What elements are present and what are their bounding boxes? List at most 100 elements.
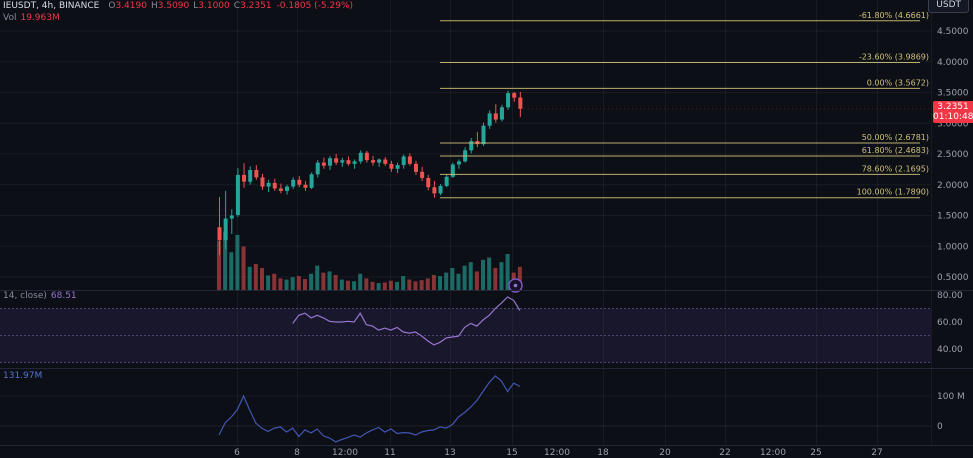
volume-bar xyxy=(413,281,418,290)
candle-body xyxy=(285,186,290,191)
volume-bar xyxy=(493,267,498,290)
candle-body xyxy=(395,165,400,169)
rsi-legend: 14, close) 68.51 xyxy=(3,291,77,301)
candle xyxy=(450,162,455,178)
price-tick-label: 1.0000 xyxy=(937,242,969,252)
candles xyxy=(217,90,523,255)
high-value: 3.5090 xyxy=(157,1,190,11)
candle xyxy=(481,122,486,147)
candle-body xyxy=(242,174,247,182)
volume-bar xyxy=(499,262,504,290)
candle-body xyxy=(450,164,455,177)
candle xyxy=(309,172,314,190)
time-tick-label: 27 xyxy=(871,448,882,458)
candle-body xyxy=(383,159,388,164)
volume-bar xyxy=(395,281,400,290)
volume-tick-label: 0 xyxy=(937,422,943,432)
volume-bar xyxy=(315,265,320,290)
price-tick-label: 4.0000 xyxy=(937,58,969,68)
volume-bar xyxy=(382,282,387,290)
time-axis[interactable]: 6 8 12:00 11 13 15 12:00 18 20 22 12:00 25 27 xyxy=(234,448,883,458)
time-tick-label: 8 xyxy=(294,448,300,458)
volume-bar xyxy=(450,267,455,290)
fib-level-label: 78.60% (2.1695) xyxy=(862,164,929,173)
fib-retracement: -61.80% (4.6661) -23.60% (3.9869) 0.00% (3… xyxy=(440,11,929,199)
candle-body xyxy=(254,169,259,178)
volume-bar xyxy=(241,246,246,290)
time-tick-label: 12:00 xyxy=(332,448,358,458)
candle xyxy=(463,147,468,163)
volume-bar xyxy=(345,280,350,290)
candle xyxy=(278,183,283,194)
candle-body xyxy=(340,160,345,163)
candle-body xyxy=(407,156,412,164)
currency-toggle-button[interactable]: USDT xyxy=(928,0,969,13)
candle-body xyxy=(352,161,357,164)
obv-line xyxy=(218,375,521,443)
candle-body xyxy=(487,113,492,126)
candle xyxy=(420,166,425,182)
candle xyxy=(469,138,474,154)
candle-body xyxy=(493,113,498,120)
volume-bar xyxy=(444,272,449,290)
candle-body xyxy=(328,158,333,166)
candle xyxy=(340,157,345,167)
candle xyxy=(217,197,222,255)
fib-level-label: 50.00% (2.6781) xyxy=(862,133,929,142)
volume-bar xyxy=(253,263,258,290)
volume-bar xyxy=(217,240,221,290)
candle-body xyxy=(315,162,320,175)
candle xyxy=(487,110,492,129)
candle xyxy=(248,166,253,185)
low-label: L xyxy=(193,1,199,11)
candle-body xyxy=(456,161,461,165)
time-tick-label: 25 xyxy=(810,448,821,458)
candle-body xyxy=(358,152,363,162)
candle-body xyxy=(235,174,240,215)
rsi-value: 68.51 xyxy=(50,291,77,301)
candle-body xyxy=(278,188,283,191)
volume-bar xyxy=(352,281,357,290)
candle-body xyxy=(469,141,474,151)
candle xyxy=(432,181,437,198)
candle xyxy=(444,174,449,188)
candle xyxy=(254,165,259,180)
candle xyxy=(389,160,394,172)
time-tick-label: 22 xyxy=(719,448,730,458)
candle-body xyxy=(229,215,234,219)
candle xyxy=(328,155,333,170)
candle xyxy=(242,163,247,188)
price-axis[interactable]: 4.5000 4.0000 3.5000 3.0000 2.5000 2.0000 1.50… xyxy=(937,27,969,432)
candle-body xyxy=(438,185,443,194)
price-tick-label: 2.5000 xyxy=(937,150,969,160)
candle xyxy=(321,157,326,169)
candle-body xyxy=(217,227,222,241)
volume-bar xyxy=(290,277,295,290)
rsi-tick-label: 40.00 xyxy=(937,345,963,355)
volume-tick-label: 100 M xyxy=(937,392,965,402)
volume-ma-legend: Vol 19.963M xyxy=(3,13,60,23)
fib-level-label: -23.60% (3.9869) xyxy=(859,53,929,62)
symbol-legend: IEUSDT, 4h, BINANCE O3.4190 H3.5090 L3.1000… xyxy=(3,1,353,11)
candle-body xyxy=(512,93,517,98)
price-tick-label: 0.5000 xyxy=(937,273,969,283)
time-tick-label: 12:00 xyxy=(760,448,786,458)
candle xyxy=(475,131,480,148)
candle xyxy=(499,104,504,122)
fib-level-label: 0.00% (3.5672) xyxy=(867,78,929,87)
candle xyxy=(235,168,240,217)
candle-body xyxy=(297,179,302,185)
close-value: 3.2351 xyxy=(240,1,272,11)
fib-level-label: 100.00% (1.7890) xyxy=(857,188,929,197)
candle xyxy=(297,176,302,188)
last-price-badge: 3.2351 01:10:48 xyxy=(933,101,973,123)
time-tick-label: 12:00 xyxy=(544,448,570,458)
candle-body xyxy=(303,184,308,188)
volume-bar xyxy=(462,265,467,290)
volume-bar xyxy=(468,262,473,290)
candle-body xyxy=(321,162,326,166)
event-marker xyxy=(508,278,523,293)
volume-bar xyxy=(407,279,412,290)
volume-bar xyxy=(481,259,486,290)
